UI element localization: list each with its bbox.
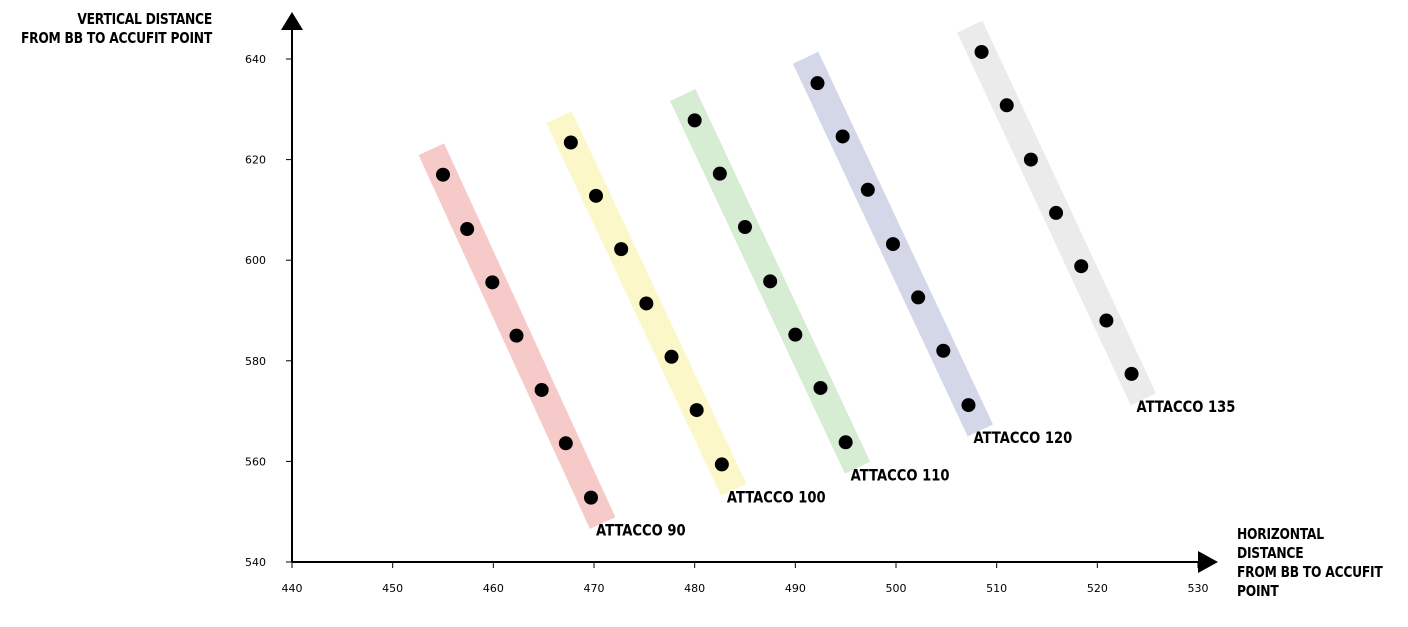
x-tick-label: 460 [483, 582, 504, 595]
data-points [436, 44, 1139, 505]
data-point [614, 242, 629, 257]
x-tick-label: 530 [1188, 582, 1209, 595]
data-point [885, 237, 900, 252]
data-point [460, 222, 475, 237]
x-tick-label: 500 [886, 582, 907, 595]
data-point [712, 166, 727, 181]
y-tick-label: 580 [245, 355, 266, 368]
data-point [687, 113, 702, 128]
data-point [485, 275, 500, 290]
y-tick-label: 620 [245, 154, 266, 167]
x-tick-label: 510 [986, 582, 1007, 595]
data-point [1023, 152, 1038, 167]
data-point [936, 343, 951, 358]
data-point [738, 220, 752, 235]
x-tick-label: 450 [382, 582, 403, 595]
y-tick-label: 540 [245, 556, 266, 569]
data-point [810, 76, 825, 91]
data-point [714, 457, 729, 472]
series-label: ATTACCO 120 [973, 429, 1072, 448]
axis-ticks: 440 450 460 470 480 490 500 510 520 530 540 560 580 6… [245, 53, 1209, 595]
data-point [763, 274, 778, 289]
data-point [813, 380, 828, 395]
data-point [558, 436, 573, 451]
x-tick-label: 490 [785, 582, 806, 595]
data-point [509, 328, 524, 343]
y-axis-arrow-icon [281, 12, 303, 30]
x-tick-label: 520 [1087, 582, 1108, 595]
data-point [911, 290, 926, 305]
y-tick-label: 640 [245, 53, 266, 66]
y-axis-title: VERTICAL DISTANCE FROM BB TO ACCUFIT POI… [20, 10, 212, 47]
data-point [961, 398, 976, 413]
x-axis-title: HORIZONTAL DISTANCE FROM BB TO ACCUFIT P… [1237, 525, 1383, 600]
x-tick-label: 440 [282, 582, 303, 595]
y-tick-label: 600 [245, 254, 266, 267]
x-axis-arrow-icon [1198, 551, 1218, 573]
series-label: ATTACCO 90 [596, 521, 686, 540]
data-point [1074, 259, 1089, 274]
data-point [563, 135, 578, 150]
x-tick-label: 470 [584, 582, 605, 595]
data-point [534, 382, 549, 397]
data-point [788, 327, 803, 342]
series-labels: ATTACCO 90 ATTACCO 100 ATTACCO 110 ATTACCO … [596, 398, 1235, 540]
data-point [436, 167, 450, 182]
data-point [639, 296, 654, 311]
series-label: ATTACCO 110 [851, 466, 950, 485]
series-bands [418, 20, 1157, 529]
series-label: ATTACCO 100 [727, 488, 826, 507]
data-point [1124, 366, 1139, 381]
data-point [1049, 205, 1064, 220]
data-point [860, 182, 875, 197]
data-point [583, 490, 598, 505]
series-label: ATTACCO 135 [1137, 398, 1236, 417]
data-point [689, 403, 704, 418]
data-point [999, 98, 1014, 113]
y-tick-label: 560 [245, 455, 266, 468]
data-point [664, 349, 679, 364]
data-point [974, 44, 989, 59]
axes [281, 12, 1218, 573]
data-point [838, 435, 853, 450]
x-tick-label: 480 [684, 582, 705, 595]
data-point [589, 188, 604, 203]
data-point [1099, 313, 1114, 328]
data-point [835, 129, 850, 144]
